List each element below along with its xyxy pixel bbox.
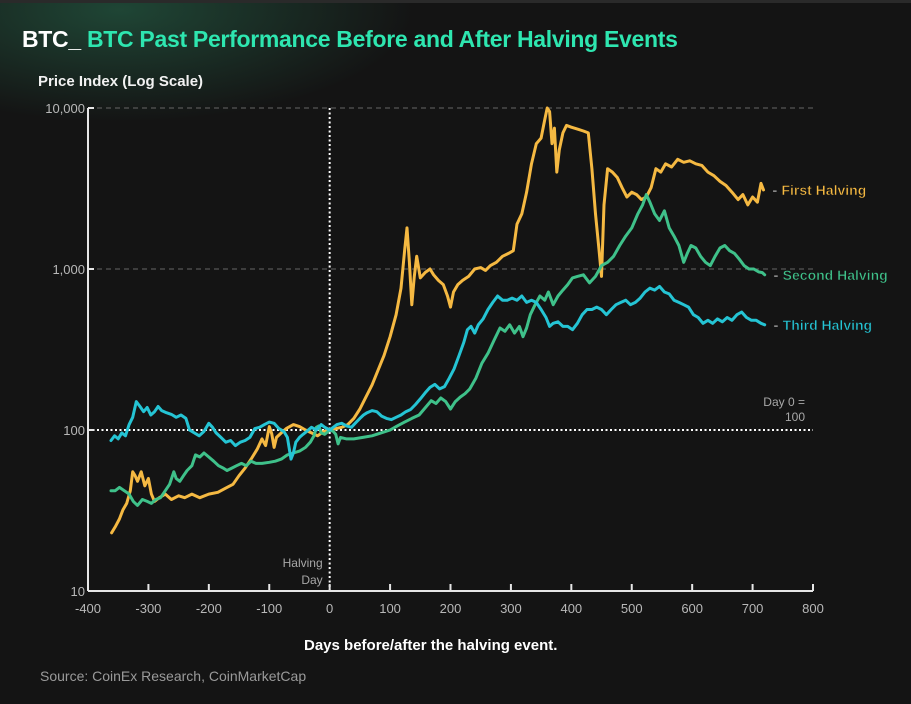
x-tick-label: 700 [742,601,764,616]
x-tick-label: 200 [440,601,462,616]
series-line-third-halving [109,284,767,461]
series-label-second-halving: Second Halving [783,267,888,283]
x-tick-label: 600 [681,601,703,616]
title-prefix: BTC_ [22,26,81,52]
y-tick-label: 100 [63,423,85,438]
series-label-first-halving: First Halving [781,182,866,198]
halving-day-label-line2: Day [301,573,322,587]
x-axis-title: Days before/after the halving event. [304,637,558,654]
reference-lines: Day 0 =100 Halving Day [88,108,813,591]
day0-annotation-line1: Day 0 = [763,395,805,409]
series-label-dash: - [772,182,777,198]
y-axis-title: Price Index (Log Scale) [38,73,204,90]
series-labels: - First Halving- Second Halving- Third Halv… [772,182,887,333]
x-tick-label: 800 [802,601,824,616]
x-tick-label: -100 [256,601,282,616]
x-tick-label: 400 [560,601,582,616]
grid-lines [88,107,813,270]
title-main: BTC Past Performance Before and After Ha… [86,26,678,52]
y-tick-label: 10 [71,584,85,599]
source-note: Source: CoinEx Research, CoinMarketCap [40,668,307,684]
series-line-first-halving [110,106,765,535]
x-tick-label: -300 [135,601,161,616]
x-tick-label: -400 [75,601,101,616]
x-tick-label: 0 [326,601,333,616]
y-tick-label: 1,000 [52,262,85,277]
top-border [0,0,911,3]
y-tick-label: 10,000 [45,101,85,116]
x-tick-label: 300 [500,601,522,616]
series-label-dash: - [774,317,779,333]
chart-title: BTC_ BTC Past Performance Before and Aft… [22,26,678,53]
series-lines [109,106,767,535]
x-tick-label: -200 [196,601,222,616]
day0-annotation-line2: 100 [785,410,805,424]
series-line-second-halving [109,193,767,507]
x-tick-label: 500 [621,601,643,616]
x-tick-label: 100 [379,601,401,616]
halving-day-label-line1: Halving [283,556,323,570]
series-label-third-halving: Third Halving [783,317,872,333]
series-label-dash: - [774,267,779,283]
